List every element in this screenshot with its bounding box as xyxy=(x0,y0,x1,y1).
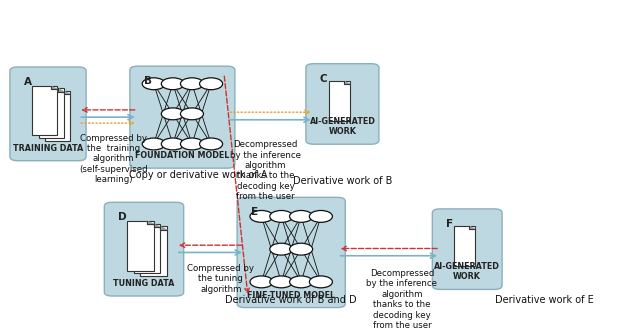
Circle shape xyxy=(250,276,273,288)
Circle shape xyxy=(180,138,204,150)
Text: E: E xyxy=(252,207,259,217)
Circle shape xyxy=(200,78,223,90)
FancyBboxPatch shape xyxy=(134,224,161,273)
Text: Derivative work of E: Derivative work of E xyxy=(495,295,593,305)
Circle shape xyxy=(289,276,312,288)
Circle shape xyxy=(180,78,204,90)
Polygon shape xyxy=(147,221,154,224)
Circle shape xyxy=(309,211,332,222)
Text: F: F xyxy=(447,219,454,229)
Text: FINE-TUNED MODEL: FINE-TUNED MODEL xyxy=(247,291,335,300)
Text: Compressed by
the tuning
algorithm: Compressed by the tuning algorithm xyxy=(188,264,254,294)
FancyBboxPatch shape xyxy=(328,81,350,120)
Text: Decompressed
by the inference
algorithm
thanks to the
decoding key
from the user: Decompressed by the inference algorithm … xyxy=(367,269,437,330)
Circle shape xyxy=(289,243,312,255)
Text: A: A xyxy=(24,77,32,87)
Circle shape xyxy=(161,108,184,120)
Text: AI-GENERATED
WORK: AI-GENERATED WORK xyxy=(310,117,375,136)
Text: AI-GENERATED
WORK: AI-GENERATED WORK xyxy=(435,262,500,281)
FancyBboxPatch shape xyxy=(130,66,235,168)
Circle shape xyxy=(309,276,332,288)
FancyBboxPatch shape xyxy=(140,226,167,276)
FancyBboxPatch shape xyxy=(38,88,64,138)
FancyBboxPatch shape xyxy=(433,209,502,289)
FancyBboxPatch shape xyxy=(454,226,474,266)
Text: Compressed by
the  training
algorithm
(self-supervised
learning): Compressed by the training algorithm (se… xyxy=(79,134,148,184)
Text: FOUNDATION MODEL: FOUNDATION MODEL xyxy=(135,151,230,160)
FancyBboxPatch shape xyxy=(10,67,86,161)
Polygon shape xyxy=(64,91,70,94)
FancyBboxPatch shape xyxy=(127,221,154,271)
Text: B: B xyxy=(144,76,152,86)
Text: Derivative work of B and D: Derivative work of B and D xyxy=(225,295,357,305)
Circle shape xyxy=(270,243,293,255)
Circle shape xyxy=(289,211,312,222)
Circle shape xyxy=(270,211,293,222)
FancyBboxPatch shape xyxy=(32,86,58,135)
Polygon shape xyxy=(58,88,64,91)
Text: Copy or derivative work of A: Copy or derivative work of A xyxy=(129,170,268,180)
Polygon shape xyxy=(468,226,474,229)
Circle shape xyxy=(250,211,273,222)
FancyBboxPatch shape xyxy=(306,64,379,144)
Text: TRAINING DATA: TRAINING DATA xyxy=(13,144,83,153)
Circle shape xyxy=(161,78,184,90)
Circle shape xyxy=(200,138,223,150)
Text: Decompressed
by the inference
algorithm
thanks to the
decoding key
from the user: Decompressed by the inference algorithm … xyxy=(230,140,301,201)
FancyBboxPatch shape xyxy=(45,91,70,141)
Circle shape xyxy=(142,78,165,90)
Text: D: D xyxy=(118,212,127,222)
Circle shape xyxy=(142,138,165,150)
Polygon shape xyxy=(344,81,350,84)
Polygon shape xyxy=(160,226,167,230)
Polygon shape xyxy=(51,86,58,89)
Text: TUNING DATA: TUNING DATA xyxy=(113,279,175,288)
Polygon shape xyxy=(154,224,161,227)
Circle shape xyxy=(161,138,184,150)
Circle shape xyxy=(270,276,293,288)
FancyBboxPatch shape xyxy=(237,197,346,308)
Text: C: C xyxy=(320,74,328,83)
Text: Derivative work of B: Derivative work of B xyxy=(292,177,392,186)
FancyBboxPatch shape xyxy=(104,202,184,296)
Circle shape xyxy=(180,108,204,120)
